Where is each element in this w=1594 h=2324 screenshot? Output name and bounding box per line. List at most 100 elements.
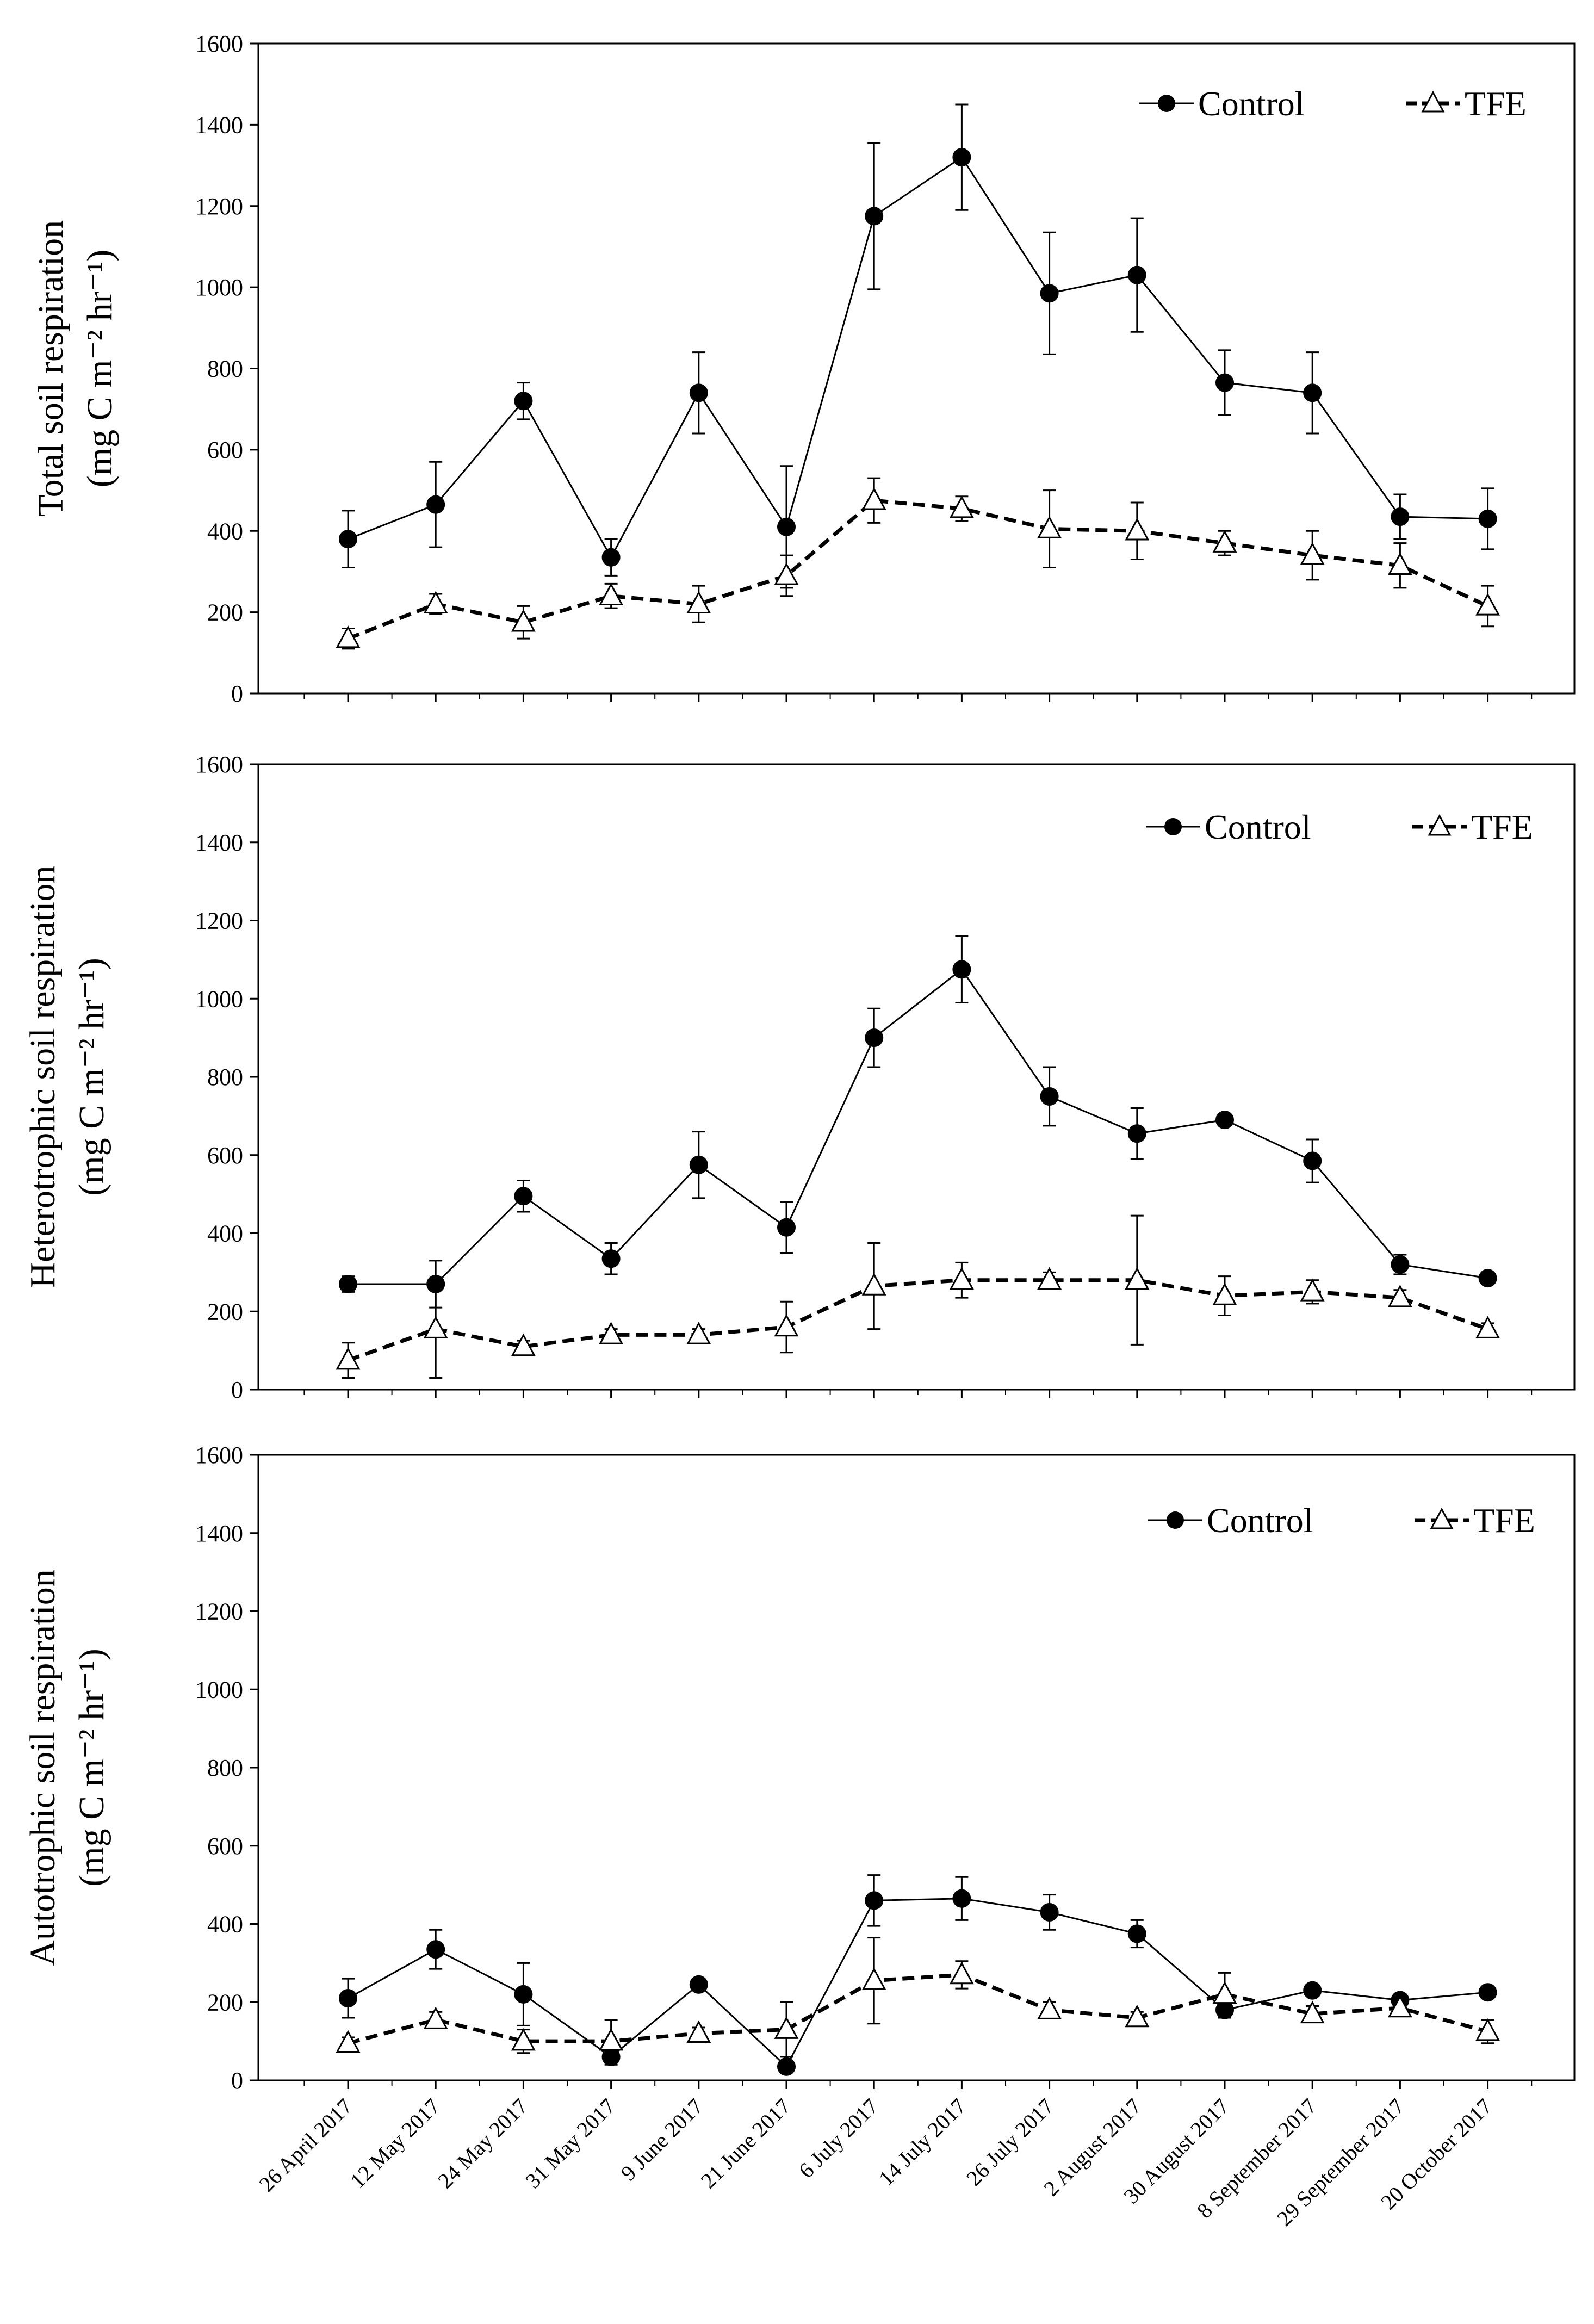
tfe-point xyxy=(949,1961,974,1985)
tfe-point xyxy=(1387,1284,1412,1307)
legend-control-marker xyxy=(1167,1511,1184,1529)
legend-control-label: Control xyxy=(1207,1501,1313,1540)
control-point xyxy=(1303,383,1322,402)
legend-tfe-marker xyxy=(1421,90,1445,113)
tfe-point xyxy=(511,1333,536,1356)
control-point xyxy=(514,1187,533,1206)
y-tick-label: 200 xyxy=(207,1298,243,1325)
control-series-line xyxy=(348,968,1488,1285)
x-date-label: 6 July 2017 xyxy=(794,2094,883,2183)
tfe-point xyxy=(774,2016,799,2039)
x-date-label: 14 July 2017 xyxy=(874,2094,971,2191)
tfe-point xyxy=(1037,1267,1062,1290)
control-point xyxy=(1478,1269,1497,1288)
y-tick-label: 1400 xyxy=(195,111,243,138)
y-tick-label: 1600 xyxy=(195,751,243,778)
control-point xyxy=(1478,509,1497,528)
legend-control-label: Control xyxy=(1198,84,1305,123)
tfe-point xyxy=(599,582,624,605)
control-point xyxy=(1215,1111,1234,1130)
control-series-line xyxy=(348,156,1488,559)
x-date-label: 24 May 2017 xyxy=(433,2094,532,2193)
tfe-point xyxy=(686,591,711,613)
tfe-point xyxy=(1387,1994,1412,2018)
tfe-point xyxy=(336,1347,361,1370)
legend-tfe-marker xyxy=(1428,814,1452,836)
tfe-series-line xyxy=(347,1278,1488,1362)
control-point xyxy=(426,495,445,514)
tfe-point xyxy=(1212,530,1237,553)
y-axis-units: (mg C m⁻² hr⁻¹) xyxy=(72,1649,111,1886)
tfe-point xyxy=(861,1273,886,1296)
tfe-series-line xyxy=(347,498,1489,641)
control-point xyxy=(1391,507,1410,526)
y-tick-label: 0 xyxy=(231,2067,243,2094)
tfe-point xyxy=(1037,1997,1062,2019)
control-point xyxy=(1040,1902,1059,1922)
control-point xyxy=(1040,1087,1059,1106)
tfe-point xyxy=(1125,2004,1150,2028)
tfe-point xyxy=(423,1316,448,1338)
y-tick-label: 600 xyxy=(207,437,243,463)
control-point xyxy=(1303,1981,1322,2000)
y-axis-title: Heterotrophic soil respiration xyxy=(23,865,63,1288)
tfe-point xyxy=(1212,1981,1237,2004)
y-axis-title: Autotrophic soil respiration xyxy=(23,1569,63,1966)
legend-tfe-label: TFE xyxy=(1465,84,1527,123)
y-axis-units: (mg C m⁻² hr⁻¹) xyxy=(80,250,120,487)
panel-heterotrophic-respiration: 0 200 400 600 800 1000 1200 1400 1600 Heterotroph… xyxy=(23,751,1576,1403)
tfe-point xyxy=(423,2006,448,2029)
tfe-point xyxy=(511,609,536,632)
control-point xyxy=(1303,1151,1322,1170)
plot-frame xyxy=(257,42,1576,695)
control-point xyxy=(1391,1255,1410,1274)
control-point xyxy=(514,392,533,411)
control-point xyxy=(952,1889,971,1908)
control-point xyxy=(339,1274,357,1293)
control-point xyxy=(1215,373,1234,392)
y-tick-label: 800 xyxy=(207,1064,243,1090)
y-tick-label: 400 xyxy=(207,1911,243,1938)
y-tick-label: 800 xyxy=(207,1755,243,1781)
tfe-point xyxy=(949,1267,974,1290)
y-tick-label: 1200 xyxy=(195,908,243,934)
control-point xyxy=(689,1975,708,1994)
y-tick-label: 1000 xyxy=(195,274,243,301)
tfe-point xyxy=(1387,552,1412,575)
tfe-point xyxy=(1037,516,1062,538)
control-point xyxy=(865,1028,884,1048)
control-point xyxy=(601,1249,621,1268)
y-tick-label: 0 xyxy=(231,680,243,707)
tfe-point xyxy=(1212,1282,1237,1305)
control-point xyxy=(601,548,621,567)
control-point xyxy=(865,207,884,226)
tfe-point xyxy=(861,1967,886,1990)
control-point xyxy=(689,1155,708,1174)
tfe-point xyxy=(1300,542,1325,565)
tfe-point xyxy=(1475,593,1500,616)
tfe-series-line xyxy=(348,1973,1488,2046)
tfe-point xyxy=(511,2028,536,2051)
tfe-point xyxy=(949,495,974,518)
x-date-label: 26 April 2017 xyxy=(254,2094,357,2197)
legend-control-marker xyxy=(1158,95,1175,112)
control-series-line xyxy=(348,1898,1488,2068)
y-tick-label: 1600 xyxy=(195,1442,243,1468)
control-point xyxy=(1040,284,1059,303)
control-point xyxy=(1127,265,1146,284)
tfe-point xyxy=(599,2028,624,2051)
legend-control-marker xyxy=(1164,818,1182,835)
control-point xyxy=(1127,1124,1146,1143)
y-tick-label: 400 xyxy=(207,518,243,544)
y-tick-label: 400 xyxy=(207,1220,243,1247)
tfe-point xyxy=(599,1322,624,1344)
y-tick-label: 600 xyxy=(207,1833,243,1860)
x-date-label: 26 July 2017 xyxy=(962,2094,1058,2191)
plot-frame xyxy=(257,763,1576,1391)
legend-tfe-label: TFE xyxy=(1471,808,1533,846)
control-point xyxy=(426,1940,445,1959)
plot-frame xyxy=(257,1454,1576,2081)
control-point xyxy=(777,2057,796,2076)
tfe-point xyxy=(686,1322,711,1344)
